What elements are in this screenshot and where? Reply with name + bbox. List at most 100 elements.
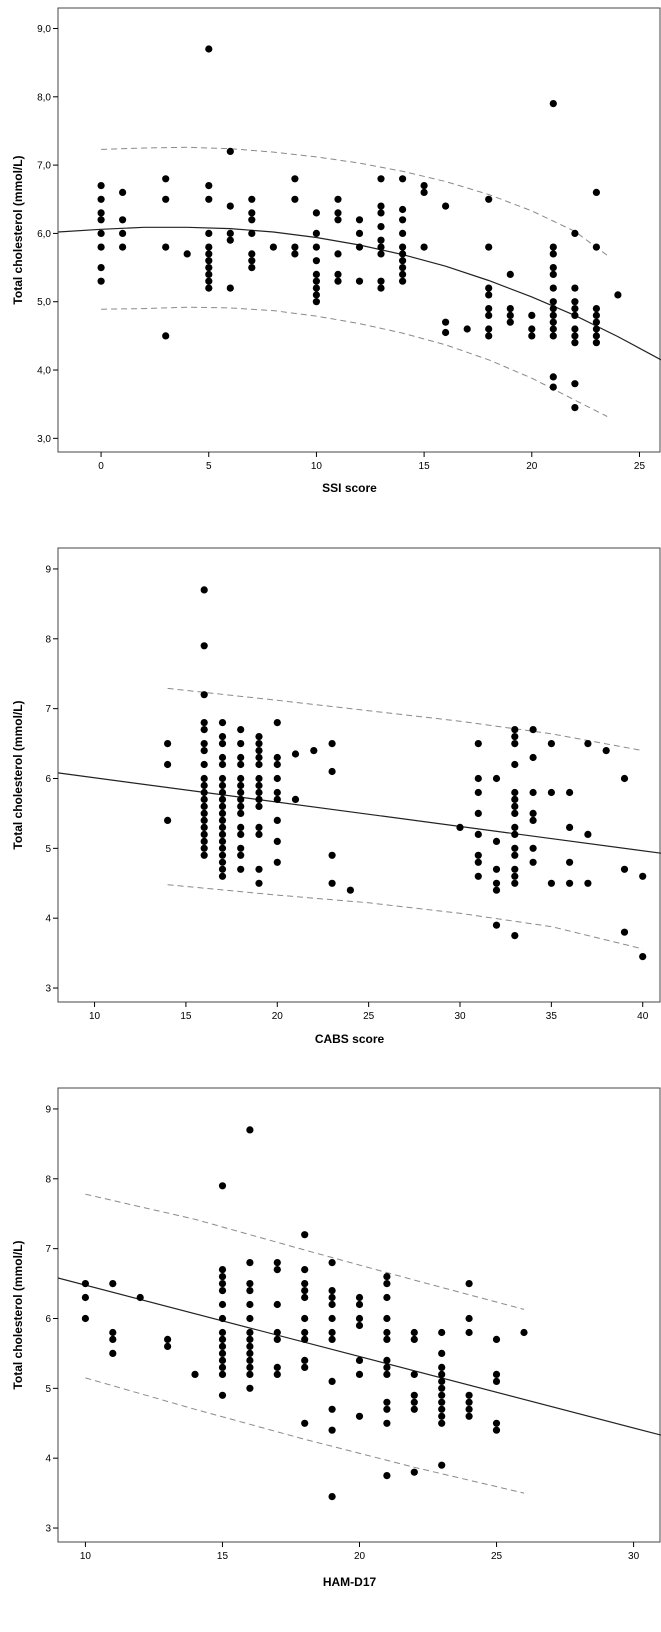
data-point [571,339,579,347]
data-point [273,1266,281,1274]
data-point [200,795,208,803]
data-point [273,1259,281,1267]
data-point [226,236,234,244]
data-point [549,305,557,313]
data-point [547,740,556,748]
data-point [571,298,579,306]
data-point [200,823,208,831]
data-point [438,1349,446,1357]
data-point [237,760,245,769]
data-point [492,774,501,783]
data-point [226,147,234,155]
data-point [511,726,519,734]
data-point [109,1280,117,1288]
data-point [592,188,601,196]
data-point [492,1377,501,1385]
data-point [200,844,208,852]
data-point [218,774,227,783]
data-point [237,788,245,797]
data-point [465,1391,473,1399]
data-point [549,284,557,292]
data-point [218,830,227,838]
y-axis-title: Total cholesterol (mmol/L) [11,155,25,304]
data-point [511,802,519,810]
data-point [226,202,234,210]
x-tick-label: 15 [419,461,431,472]
data-point [218,851,227,859]
data-point [200,781,208,790]
data-point [529,858,537,866]
data-point [334,270,342,278]
x-tick-label: 25 [491,1551,503,1562]
data-point [246,1363,254,1371]
data-point [218,781,227,790]
data-point [592,305,601,313]
data-point [218,1349,227,1357]
data-point [200,747,208,755]
data-point [81,1280,89,1288]
data-point [571,229,579,237]
data-point [511,760,519,769]
data-point [438,1384,446,1392]
data-point [246,1370,254,1378]
data-point [237,726,245,734]
data-point [200,788,208,797]
data-point [312,270,320,278]
x-tick-label: 10 [80,1551,92,1562]
data-point [248,257,256,265]
data-point [255,760,263,769]
data-point [529,816,537,824]
data-point [485,305,493,313]
data-point [410,1328,418,1337]
data-point [355,1412,364,1420]
data-point [528,311,536,319]
data-point [474,809,482,817]
data-point [399,229,407,237]
data-point [399,270,407,278]
data-point [301,1356,309,1364]
data-point [200,719,208,727]
data-point [377,202,385,210]
data-point [474,774,482,783]
x-tick-label: 40 [637,1011,649,1022]
data-point [273,795,281,803]
data-point [200,809,208,817]
data-point [255,879,263,887]
data-point [492,1426,501,1434]
x-tick-label: 20 [354,1551,366,1562]
data-point [191,1370,199,1378]
data-point [328,1335,336,1343]
data-point [355,229,364,237]
data-point [312,291,320,299]
data-point [301,1293,309,1302]
y-tick-label: 5 [45,1384,51,1395]
data-point [485,195,493,203]
data-point [383,1370,391,1378]
chart-panel-cabs: 3 4 5 6 7 8 9 10 15 20 25 30 35 40 CABS score Total cho… [0,540,661,1080]
data-point [164,816,172,824]
data-point [383,1293,391,1302]
data-point [584,740,592,748]
data-point [310,747,318,755]
data-point [377,175,385,183]
data-point [511,844,519,852]
data-point [119,243,127,251]
data-point [584,830,592,838]
data-point [399,250,407,258]
data-point [255,830,263,838]
data-point [237,753,245,762]
data-point [291,175,299,183]
data-point [529,753,537,762]
data-point [549,373,557,381]
data-point [571,404,579,412]
data-point [218,733,227,741]
data-point [119,188,127,196]
data-point [205,45,213,53]
y-axis-title: Total cholesterol (mmol/L) [11,1240,25,1389]
data-point [410,1335,418,1343]
data-point [566,879,574,887]
data-point [291,195,299,203]
y-tick-label: 8,0 [37,92,51,103]
data-point [549,243,557,251]
data-point [355,277,364,285]
